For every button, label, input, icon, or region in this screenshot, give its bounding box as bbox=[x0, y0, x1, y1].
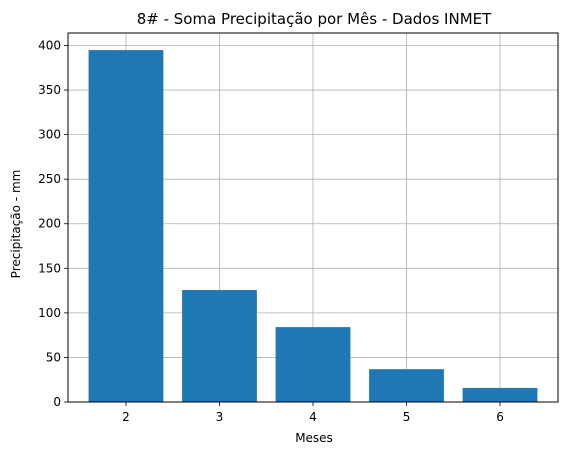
y-tick-label: 300 bbox=[38, 128, 61, 142]
y-tick-label: 400 bbox=[38, 38, 61, 52]
y-tick-label: 250 bbox=[38, 172, 61, 186]
bar-4 bbox=[275, 327, 351, 402]
bars bbox=[88, 50, 538, 403]
bar-3 bbox=[182, 290, 257, 402]
y-tick-label: 50 bbox=[46, 350, 61, 364]
y-axis-title: Precipitação - mm bbox=[9, 170, 23, 279]
y-tick-label: 0 bbox=[53, 395, 61, 409]
y-tick-label: 150 bbox=[38, 261, 61, 275]
y-tick-label: 100 bbox=[38, 306, 61, 320]
bar-5 bbox=[369, 369, 444, 402]
x-tick-label: 3 bbox=[216, 410, 224, 424]
x-tick-label: 6 bbox=[496, 410, 504, 424]
x-tick-label: 5 bbox=[403, 410, 411, 424]
x-tick-label: 4 bbox=[309, 410, 317, 424]
y-tick-label: 200 bbox=[38, 217, 61, 231]
y-tick-label: 350 bbox=[38, 83, 61, 97]
x-tick-label: 2 bbox=[122, 410, 130, 424]
bar-2 bbox=[88, 50, 164, 403]
chart-title: 8# - Soma Precipitação por Mês - Dados I… bbox=[137, 10, 492, 28]
bar-6 bbox=[462, 387, 538, 402]
x-axis-title: Meses bbox=[295, 431, 333, 445]
ticks: 0 50 100 150 200 250 300 350 400 2 3 4 5 6 bbox=[38, 38, 504, 424]
